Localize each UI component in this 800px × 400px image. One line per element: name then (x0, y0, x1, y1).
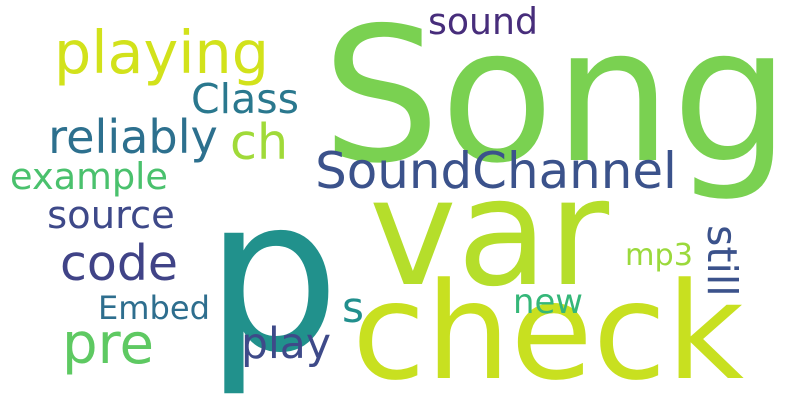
word-p: p (205, 153, 340, 400)
word-play: play (241, 320, 331, 370)
word-pre: pre (62, 312, 154, 378)
word-soundchannel: SoundChannel (315, 142, 677, 201)
word-playing: playing (54, 19, 269, 87)
word-class: Class (191, 75, 299, 124)
word-ch: ch (230, 113, 288, 171)
word-sound: sound (428, 0, 538, 44)
word-new: new (513, 281, 583, 321)
word-mp3: mp3 (625, 237, 693, 273)
word-reliably: reliably (48, 110, 218, 165)
word-song: Song (322, 0, 790, 204)
word-source: source (47, 193, 175, 239)
word-still: still (697, 225, 746, 297)
word-example: example (10, 155, 168, 199)
word-check: check (352, 253, 744, 400)
word-code: code (60, 235, 178, 292)
word-s: s (342, 283, 364, 333)
word-var: var (368, 147, 610, 320)
word-embed: Embed (98, 288, 210, 327)
